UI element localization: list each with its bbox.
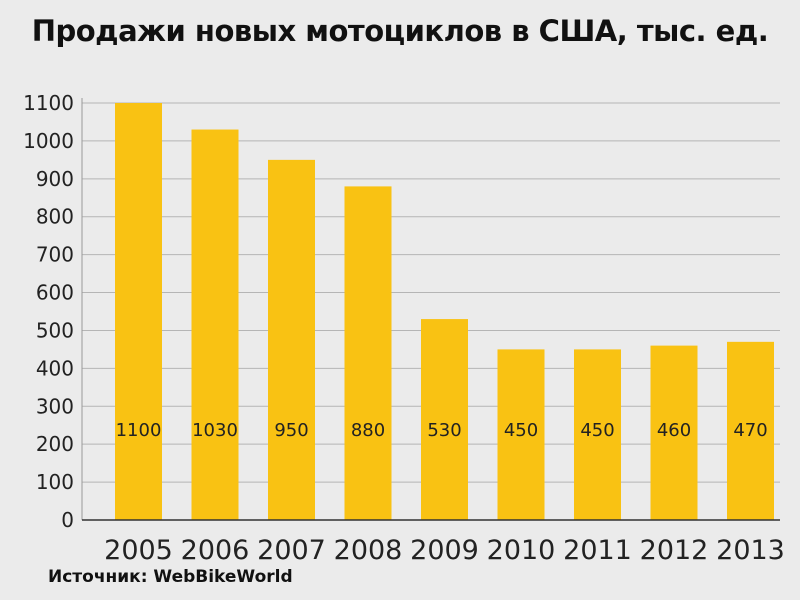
bar [650, 345, 698, 520]
data-label: 530 [427, 420, 461, 441]
x-tick-label: 2009 [410, 535, 479, 566]
y-tick-label: 900 [36, 167, 74, 191]
x-tick-label: 2011 [563, 535, 632, 566]
y-tick-label: 700 [36, 243, 74, 267]
bar [115, 103, 162, 520]
data-label: 950 [274, 420, 308, 441]
data-label: 450 [504, 420, 538, 441]
y-tick-label: 400 [36, 356, 74, 380]
y-tick-label: 600 [36, 281, 74, 305]
data-label: 880 [351, 420, 385, 441]
x-tick-label: 2008 [334, 535, 403, 566]
y-tick-label: 300 [36, 394, 74, 418]
bar [497, 349, 545, 520]
data-label: 460 [657, 420, 691, 441]
y-tick-label: 800 [36, 205, 74, 229]
x-tick-label: 2007 [257, 535, 326, 566]
bar [421, 319, 468, 520]
y-tick-label: 200 [36, 432, 74, 456]
source-note: Источник: WebBikeWorld [48, 567, 293, 587]
y-tick-label: 100 [36, 470, 74, 494]
data-label: 470 [733, 420, 767, 441]
bar [191, 129, 239, 520]
data-label: 450 [580, 420, 614, 441]
y-tick-label: 1000 [23, 129, 74, 153]
data-label: 1100 [116, 420, 162, 441]
y-tick-label: 500 [36, 318, 74, 342]
bar [344, 186, 392, 520]
bar [574, 349, 621, 520]
data-label: 1030 [192, 420, 238, 441]
y-tick-label: 0 [61, 508, 74, 532]
x-tick-label: 2005 [104, 535, 173, 566]
y-tick-label: 1100 [23, 91, 74, 115]
x-tick-label: 2012 [640, 535, 709, 566]
x-tick-label: 2010 [487, 535, 556, 566]
x-tick-label: 2006 [181, 535, 250, 566]
chart-title: Продажи новых мотоциклов в США, тыс. ед. [31, 14, 769, 48]
bar [268, 159, 315, 520]
x-tick-label: 2013 [716, 535, 785, 566]
bar [727, 341, 774, 520]
